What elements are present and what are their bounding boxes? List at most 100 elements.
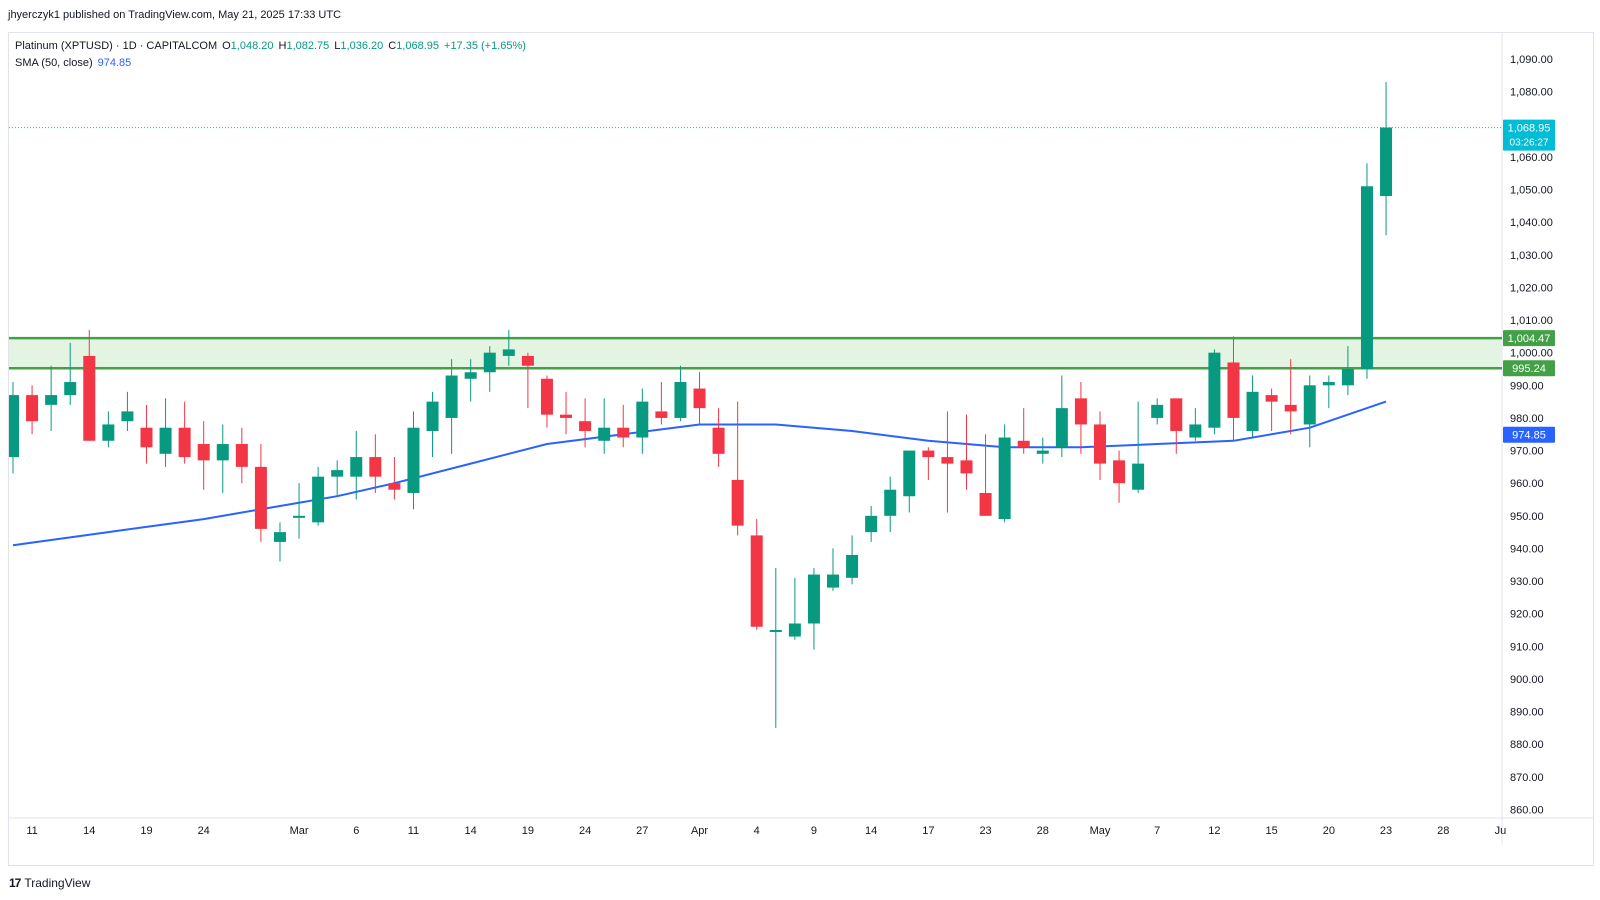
candle-body [1151, 404, 1164, 418]
candle-body [750, 535, 763, 627]
close-value: 1,068.95 [396, 40, 440, 52]
zone-bottom-label: 995.24 [1512, 363, 1546, 375]
candle-body [1055, 408, 1068, 448]
time-tick-label: 24 [579, 825, 591, 837]
price-tick-label: 990.00 [1510, 380, 1544, 392]
price-tick-label: 870.00 [1510, 772, 1544, 784]
candle-body [1303, 385, 1316, 425]
candle-body [712, 427, 725, 454]
price-tick-label: 1,010.00 [1510, 315, 1553, 327]
candle-body [655, 411, 668, 418]
time-tick-label: 17 [922, 825, 934, 837]
time-tick-label: 11 [408, 825, 419, 837]
last-price-label: 1,068.95 [1508, 123, 1551, 135]
change-value: +17.35 (+1.65%) [444, 40, 526, 52]
candle-body [235, 444, 248, 467]
candle-body [617, 427, 630, 438]
candle-body [1360, 186, 1373, 369]
time-tick-label: Apr [691, 825, 708, 837]
candle-body [331, 470, 344, 477]
candle-body [1036, 450, 1049, 454]
candle-body [1170, 398, 1183, 431]
candle-body [636, 401, 649, 438]
candle-body [1113, 460, 1126, 484]
candlestick-chart[interactable]: 860.00 870.00 880.00 890.00 900.00 910.00 920.… [0, 0, 1600, 866]
candle-body [254, 466, 267, 529]
chart-frame[interactable] [8, 32, 1594, 866]
open-value: 1,048.20 [230, 40, 274, 52]
time-tick-label: 15 [1265, 825, 1277, 837]
tradingview-brand[interactable]: 17 TradingView [9, 876, 90, 890]
candle-body [827, 574, 840, 588]
time-tick-label: 6 [353, 825, 359, 837]
candle-body [1265, 395, 1278, 402]
candle-body [464, 372, 477, 379]
close-label: C [388, 40, 397, 52]
candle-body [159, 427, 172, 454]
candle-body [26, 395, 39, 422]
candle-body [1341, 368, 1354, 386]
candle-body [445, 375, 458, 418]
price-tick-label: 890.00 [1510, 707, 1544, 719]
candle-body [598, 427, 611, 441]
symbol-label: Platinum (XPTUSD) · 1D · CAPITALCOM [15, 40, 218, 52]
price-tick-label: 1,030.00 [1510, 250, 1553, 262]
low-value: 1,036.20 [340, 40, 384, 52]
high-value: 1,082.75 [286, 40, 330, 52]
time-tick-label: 19 [522, 825, 534, 837]
candle-body [998, 437, 1011, 520]
candle-body [884, 489, 897, 516]
zone-top-badge [1503, 330, 1555, 347]
price-tick-label: 1,060.00 [1510, 152, 1553, 164]
candle-body [1227, 362, 1240, 418]
price-tick-label: 880.00 [1510, 739, 1544, 751]
candle-body [922, 450, 935, 458]
price-tick-label: 920.00 [1510, 609, 1544, 621]
candle-body [178, 427, 191, 458]
candle-body [312, 476, 325, 523]
last-price-badge [1503, 119, 1555, 151]
brand-name: TradingView [24, 876, 91, 890]
time-tick-label: 28 [1037, 825, 1049, 837]
time-tick-label: 23 [1380, 825, 1392, 837]
candle-body [1208, 352, 1221, 428]
candle-body [1322, 382, 1335, 386]
time-tick-label: 14 [865, 825, 877, 837]
candle-body [1093, 424, 1106, 464]
time-tick-label: 4 [754, 825, 760, 837]
time-tick-label: 14 [83, 825, 95, 837]
sma-label: SMA (50, close) [15, 57, 93, 69]
time-tick-label: 27 [636, 825, 648, 837]
candle-body [846, 554, 859, 578]
candle-body [788, 623, 801, 637]
time-tick-label: 28 [1437, 825, 1449, 837]
time-tick-label: 23 [979, 825, 991, 837]
sma-price-label: 974.85 [1512, 430, 1546, 442]
open-label: O [222, 40, 231, 52]
time-tick-label: 11 [26, 825, 37, 837]
candle-body [483, 352, 496, 373]
candle-body [350, 457, 363, 477]
sma-line [12, 400, 1387, 547]
time-tick-label: 14 [465, 825, 477, 837]
candle-body [1074, 398, 1087, 425]
price-tick-label: 1,090.00 [1510, 54, 1553, 66]
candle-body [64, 382, 77, 396]
candle-body [197, 444, 210, 461]
time-tick-label: 20 [1323, 825, 1335, 837]
price-tick-label: 1,020.00 [1510, 282, 1553, 294]
candle-body [102, 424, 115, 441]
time-tick-label: Ju [1495, 825, 1507, 837]
candle-body [807, 574, 820, 624]
candle-body [540, 378, 553, 415]
candle-body [426, 401, 439, 431]
zone-bottom-badge [1503, 360, 1555, 377]
price-tick-label: 1,050.00 [1510, 185, 1553, 197]
candle-body [83, 355, 96, 441]
candle-body [674, 382, 687, 418]
time-tick-label: 9 [811, 825, 817, 837]
zone-top-label: 1,004.47 [1508, 333, 1551, 345]
candle-body [45, 395, 58, 405]
price-tick-label: 930.00 [1510, 576, 1544, 588]
price-tick-label: 940.00 [1510, 543, 1544, 555]
